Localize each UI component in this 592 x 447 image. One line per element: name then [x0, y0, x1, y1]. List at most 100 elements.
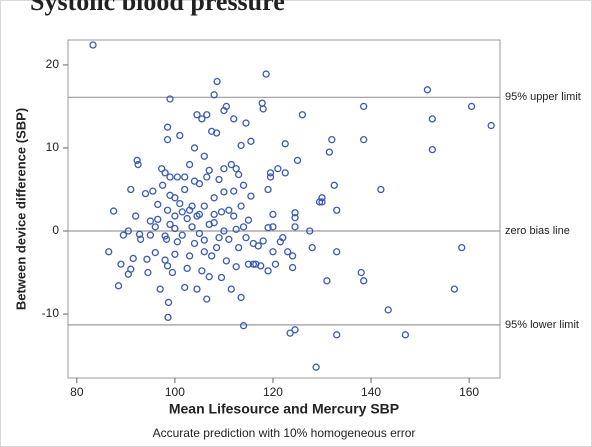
- data-point: [225, 235, 233, 243]
- data-point: [213, 77, 221, 86]
- data-point: [360, 102, 368, 111]
- data-point: [132, 212, 140, 220]
- data-point: [259, 237, 267, 245]
- data-point: [163, 262, 172, 270]
- reference-label: 95% lower limit: [505, 319, 579, 331]
- data-point: [89, 41, 97, 49]
- data-point: [135, 230, 144, 238]
- data-point: [164, 298, 173, 307]
- data-point: [173, 238, 181, 246]
- data-point: [328, 136, 336, 144]
- data-point: [151, 248, 159, 257]
- data-point: [181, 173, 189, 181]
- data-point: [119, 231, 128, 239]
- data-point: [181, 185, 189, 194]
- data-point: [171, 212, 179, 220]
- data-point: [133, 156, 141, 165]
- data-point: [232, 225, 240, 233]
- data-point: [450, 285, 459, 293]
- data-point: [114, 282, 123, 290]
- x-tick-label: 80: [70, 385, 84, 399]
- data-point: [173, 173, 181, 181]
- data-point: [195, 210, 204, 219]
- data-point: [164, 313, 172, 322]
- data-point: [141, 189, 150, 198]
- data-point: [166, 173, 174, 181]
- data-point: [239, 181, 248, 189]
- data-point: [288, 263, 297, 272]
- data-point: [212, 243, 221, 252]
- data-point: [161, 232, 169, 240]
- data-point: [203, 295, 211, 303]
- data-point: [210, 91, 218, 99]
- data-point: [257, 262, 265, 270]
- data-point: [127, 265, 135, 273]
- data-point: [198, 267, 206, 275]
- data-point: [144, 268, 152, 277]
- data-point: [244, 216, 253, 224]
- x-tick-label: 120: [263, 385, 283, 399]
- data-point: [166, 95, 174, 103]
- data-point: [384, 306, 392, 314]
- data-point: [171, 224, 179, 233]
- data-point: [318, 194, 326, 202]
- data-point: [286, 329, 294, 337]
- data-point: [266, 173, 275, 181]
- y-tick-label: 10: [46, 140, 60, 154]
- caption: Accurate prediction with 10% homogeneous…: [153, 426, 416, 440]
- data-point: [154, 200, 162, 209]
- data-point: [151, 223, 159, 231]
- data-point: [325, 148, 334, 156]
- data-point: [234, 170, 243, 179]
- data-point: [288, 252, 297, 260]
- data-point: [225, 206, 233, 214]
- data-point: [237, 202, 245, 210]
- data-point: [200, 236, 208, 244]
- data-point: [323, 277, 331, 285]
- data-point: [212, 129, 221, 137]
- x-tick-label: 160: [459, 385, 479, 399]
- data-point: [203, 111, 211, 119]
- data-point: [210, 210, 218, 219]
- reference-label: zero bias line: [505, 225, 570, 237]
- data-point: [220, 188, 228, 196]
- data-point: [487, 121, 495, 130]
- data-point: [357, 268, 365, 277]
- data-point: [291, 223, 299, 231]
- x-tick-label: 100: [165, 385, 185, 399]
- data-point: [284, 248, 292, 256]
- data-point: [264, 267, 272, 275]
- data-point: [423, 86, 432, 94]
- data-point: [190, 239, 199, 248]
- data-point: [232, 165, 240, 173]
- data-point: [188, 223, 196, 231]
- data-point: [242, 234, 250, 242]
- data-point: [210, 194, 218, 202]
- data-point: [306, 227, 314, 235]
- data-point: [168, 268, 177, 277]
- data-point: [161, 256, 169, 264]
- data-point: [217, 208, 226, 216]
- data-point: [318, 198, 326, 206]
- data-point: [458, 243, 466, 252]
- data-point: [308, 243, 316, 252]
- data-point: [217, 273, 226, 282]
- data-point: [247, 192, 255, 200]
- data-point: [158, 181, 167, 189]
- data-point: [185, 252, 194, 260]
- data-point: [298, 111, 307, 119]
- data-point: [333, 206, 341, 214]
- data-point: [467, 102, 476, 111]
- data-point: [281, 140, 289, 148]
- data-point: [222, 102, 231, 111]
- data-point: [247, 137, 255, 145]
- data-point: [171, 194, 179, 202]
- data-point: [428, 145, 436, 154]
- data-point: [401, 331, 410, 339]
- data-point: [146, 217, 155, 225]
- data-point: [264, 224, 272, 232]
- data-point: [249, 260, 258, 268]
- data-point: [208, 252, 216, 260]
- data-point: [291, 326, 299, 334]
- data-point: [200, 202, 208, 210]
